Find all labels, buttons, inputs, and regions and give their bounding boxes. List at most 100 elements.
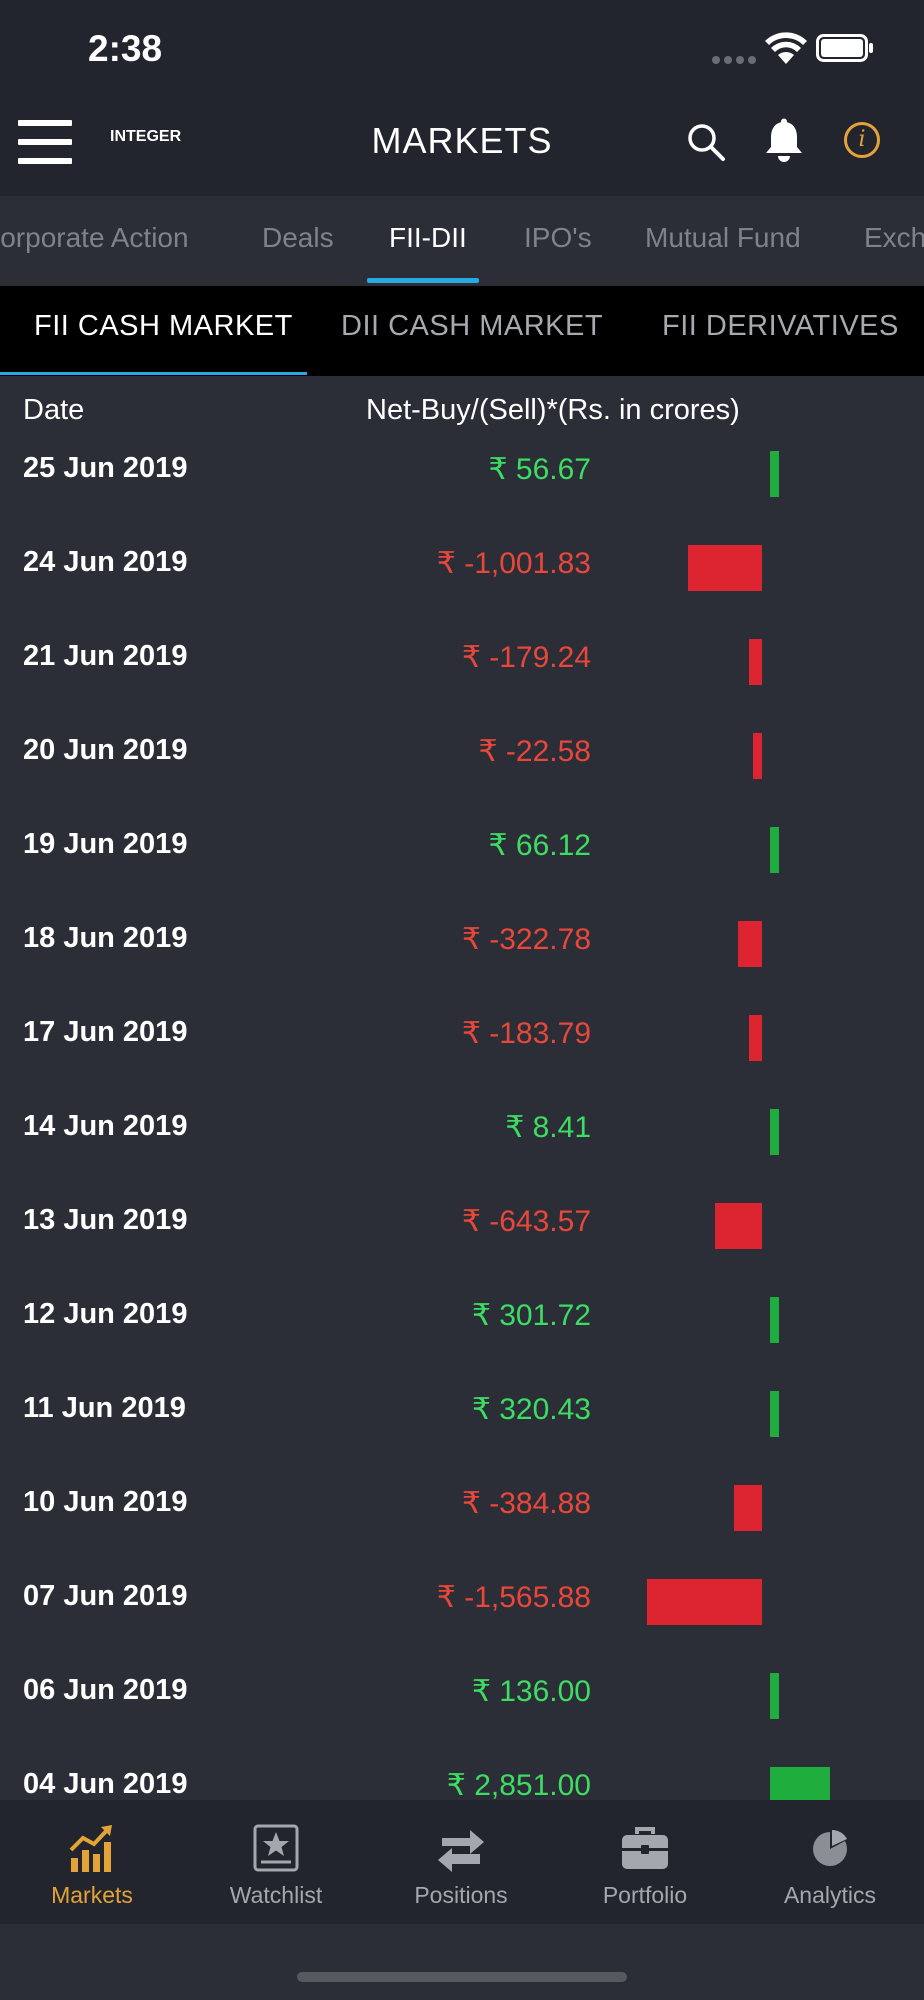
row-date: 18 Jun 2019 <box>23 922 188 954</box>
hamburger-menu-icon[interactable] <box>18 120 72 164</box>
column-header-net-buy-sell: Net-Buy/(Sell)*(Rs. in crores) <box>366 394 740 426</box>
tab-ipos[interactable]: IPO's <box>524 222 592 253</box>
row-date: 11 Jun 2019 <box>23 1392 186 1424</box>
row-net-value: ₹ 56.67 <box>488 453 592 486</box>
table-row[interactable]: 04 Jun 2019 ₹ 2,851.00 <box>0 1740 924 1800</box>
net-buy-bar <box>770 1767 830 1800</box>
nav-label-positions: Positions <box>414 1882 508 1908</box>
table-header: Date Net-Buy/(Sell)*(Rs. in crores) <box>0 376 924 446</box>
row-net-value: ₹ 301.72 <box>471 1299 591 1332</box>
table-row[interactable]: 12 Jun 2019 ₹ 301.72 <box>0 1270 924 1364</box>
markets-chart-icon <box>69 1825 112 1872</box>
table-row[interactable]: 14 Jun 2019 ₹ 8.41 <box>0 1082 924 1176</box>
net-sell-bar <box>748 1015 762 1061</box>
net-buy-bar <box>770 1109 779 1155</box>
row-net-value: ₹ -183.79 <box>461 1017 591 1050</box>
table-row[interactable]: 21 Jun 2019 ₹ -179.24 <box>0 612 924 706</box>
nav-portfolio[interactable]: Portfolio <box>553 1800 737 1924</box>
nav-markets[interactable]: Markets <box>0 1800 184 1924</box>
app-logo: INTEGER <box>110 128 182 145</box>
net-sell-bar <box>753 733 762 779</box>
tab-deals[interactable]: Deals <box>262 222 334 253</box>
row-date: 21 Jun 2019 <box>23 640 188 672</box>
row-date: 07 Jun 2019 <box>23 1580 188 1612</box>
net-sell-bar <box>733 1485 762 1531</box>
table-row[interactable]: 17 Jun 2019 ₹ -183.79 <box>0 988 924 1082</box>
table-row[interactable]: 20 Jun 2019 ₹ -22.58 <box>0 706 924 800</box>
nav-label-watchlist: Watchlist <box>229 1882 323 1908</box>
fii-cash-table[interactable]: Date Net-Buy/(Sell)*(Rs. in crores) 25 J… <box>0 376 924 1800</box>
watchlist-star-icon <box>253 1824 299 1872</box>
table-row[interactable]: 10 Jun 2019 ₹ -384.88 <box>0 1458 924 1552</box>
app-header: INTEGER MARKETS i <box>0 100 924 196</box>
row-net-value: ₹ -384.88 <box>461 1487 591 1520</box>
row-date: 10 Jun 2019 <box>23 1486 188 1518</box>
battery-icon <box>816 34 873 62</box>
nav-watchlist[interactable]: Watchlist <box>184 1800 368 1924</box>
row-net-value: ₹ 8.41 <box>505 1111 591 1144</box>
net-buy-bar <box>770 1297 779 1343</box>
active-subtab-indicator <box>0 372 307 375</box>
table-row[interactable]: 11 Jun 2019 ₹ 320.43 <box>0 1364 924 1458</box>
home-indicator[interactable] <box>297 1972 627 1982</box>
active-tab-indicator <box>367 278 479 283</box>
table-row[interactable]: 24 Jun 2019 ₹ -1,001.83 <box>0 518 924 612</box>
row-net-value: ₹ -179.24 <box>461 641 591 674</box>
net-sell-bar <box>714 1203 762 1249</box>
nav-label-portfolio: Portfolio <box>602 1882 688 1908</box>
positions-arrows-icon <box>438 1830 484 1872</box>
notification-bell-icon[interactable] <box>762 118 806 164</box>
search-icon[interactable] <box>686 122 726 162</box>
row-date: 06 Jun 2019 <box>23 1674 188 1706</box>
tab-exchange[interactable]: Exchange <box>864 222 924 253</box>
tab-mutual-fund[interactable]: Mutual Fund <box>645 222 801 253</box>
row-date: 25 Jun 2019 <box>23 452 188 484</box>
wifi-icon <box>765 32 807 64</box>
net-sell-bar <box>738 921 762 967</box>
row-net-value: ₹ 320.43 <box>471 1393 591 1426</box>
subtab-dii-cash-market[interactable]: DII CASH MARKET <box>341 310 604 342</box>
row-date: 19 Jun 2019 <box>23 828 188 860</box>
bottom-navigation: Markets Watchlist Positions P <box>0 1800 924 1924</box>
analytics-pie-icon <box>813 1830 847 1866</box>
nav-positions[interactable]: Positions <box>369 1800 553 1924</box>
table-row[interactable]: 25 Jun 2019 ₹ 56.67 <box>0 424 924 518</box>
net-buy-bar <box>770 827 779 873</box>
tab-fii-dii[interactable]: FII-DII <box>389 222 467 253</box>
table-row[interactable]: 13 Jun 2019 ₹ -643.57 <box>0 1176 924 1270</box>
section-tabs: Corporate Action Deals FII-DII IPO's Mut… <box>0 196 924 286</box>
row-date: 17 Jun 2019 <box>23 1016 188 1048</box>
row-net-value: ₹ 136.00 <box>471 1675 591 1708</box>
nav-label-markets: Markets <box>51 1882 133 1908</box>
cellular-signal-icon <box>712 56 756 64</box>
table-row[interactable]: 19 Jun 2019 ₹ 66.12 <box>0 800 924 894</box>
market-subtabs: FII CASH MARKET DII CASH MARKET FII DERI… <box>0 286 924 376</box>
row-date: 14 Jun 2019 <box>23 1110 188 1142</box>
row-net-value: ₹ 2,851.00 <box>446 1769 591 1800</box>
net-buy-bar <box>770 1391 779 1437</box>
nav-analytics[interactable]: Analytics <box>738 1800 922 1924</box>
net-sell-bar <box>647 1579 762 1625</box>
net-buy-bar <box>770 451 779 497</box>
home-indicator-area <box>0 1924 924 2000</box>
net-sell-bar <box>688 545 762 591</box>
info-icon[interactable]: i <box>844 122 880 158</box>
subtab-fii-derivatives[interactable]: FII DERIVATIVES <box>662 310 899 342</box>
table-row[interactable]: 06 Jun 2019 ₹ 136.00 <box>0 1646 924 1740</box>
portfolio-briefcase-icon <box>622 1827 668 1869</box>
row-date: 13 Jun 2019 <box>23 1204 188 1236</box>
subtab-fii-cash-market[interactable]: FII CASH MARKET <box>34 310 293 342</box>
row-date: 04 Jun 2019 <box>23 1768 188 1800</box>
row-date: 20 Jun 2019 <box>23 734 188 766</box>
net-sell-bar <box>748 639 762 685</box>
tab-corporate-action[interactable]: Corporate Action <box>0 222 189 253</box>
row-net-value: ₹ -1,565.88 <box>436 1581 591 1614</box>
table-row[interactable]: 18 Jun 2019 ₹ -322.78 <box>0 894 924 988</box>
row-net-value: ₹ -322.78 <box>461 923 591 956</box>
row-net-value: ₹ -22.58 <box>478 735 592 768</box>
row-net-value: ₹ -643.57 <box>461 1205 591 1238</box>
row-date: 12 Jun 2019 <box>23 1298 188 1330</box>
table-row[interactable]: 07 Jun 2019 ₹ -1,565.88 <box>0 1552 924 1646</box>
row-net-value: ₹ -1,001.83 <box>436 547 591 580</box>
